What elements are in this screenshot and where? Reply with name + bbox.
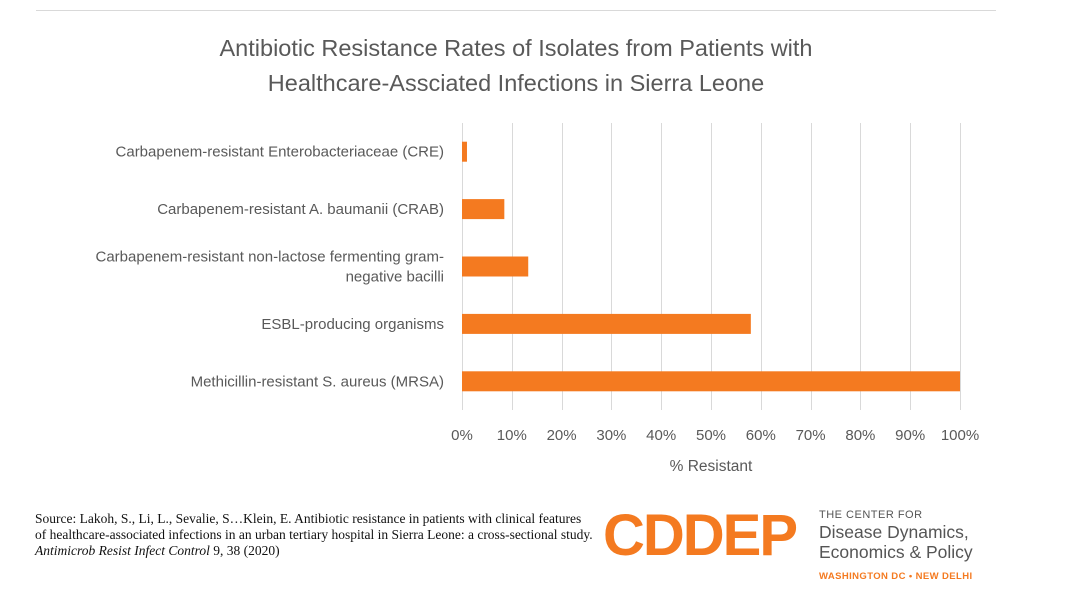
source-citation: Source: Lakoh, S., Li, L., Sevalie, S…Kl…	[35, 511, 595, 559]
category-label: ESBL-producing organisms	[261, 316, 444, 333]
category-label: Carbapenem-resistant Enterobacteriaceae …	[116, 144, 444, 161]
top-divider	[36, 10, 996, 11]
x-tick-label: 70%	[796, 427, 826, 444]
source-volume: 9, 38 (2020)	[209, 543, 280, 558]
bar	[462, 141, 467, 162]
x-tick-label: 60%	[746, 427, 776, 444]
cddep-wordmark: CDDEP	[603, 503, 798, 568]
x-tick-label: 20%	[547, 427, 577, 444]
x-tick-label: 40%	[646, 427, 676, 444]
x-axis-title: % Resistant	[670, 458, 753, 475]
x-tick-label: 80%	[845, 427, 875, 444]
source-journal: Antimicrob Resist Infect Control	[35, 543, 210, 558]
logo-tagline-line-1: Disease Dynamics,	[819, 522, 969, 542]
bar	[462, 256, 529, 277]
x-tick-label: 50%	[696, 427, 726, 444]
cddep-logo: CDDEP THE CENTER FOR Disease Dynamics, E…	[603, 505, 1023, 595]
bar	[462, 199, 505, 220]
x-tick-label: 100%	[941, 427, 979, 444]
logo-tagline-small: THE CENTER FOR	[819, 509, 923, 521]
chart-title: Antibiotic Resistance Rates of Isolates …	[0, 31, 1032, 101]
category-label: Carbapenem-resistant A. baumanii (CRAB)	[157, 201, 444, 218]
logo-tagline-line-2: Economics & Policy	[819, 542, 973, 562]
category-label: negative bacilli	[346, 269, 444, 286]
x-tick-label: 30%	[596, 427, 626, 444]
category-label: Carbapenem-resistant non-lactose ferment…	[96, 249, 445, 266]
source-text: Source: Lakoh, S., Li, L., Sevalie, S…Kl…	[35, 511, 593, 542]
category-label: Methicillin-resistant S. aureus (MRSA)	[191, 373, 444, 390]
chart-title-line-2: Healthcare-Assciated Infections in Sierr…	[267, 70, 765, 96]
bar	[462, 313, 751, 334]
x-tick-label: 0%	[451, 427, 473, 444]
logo-cities: WASHINGTON DC • NEW DELHI	[819, 571, 973, 582]
x-tick-label: 90%	[895, 427, 925, 444]
bar	[462, 371, 960, 392]
x-tick-label: 10%	[497, 427, 527, 444]
chart-title-line-1: Antibiotic Resistance Rates of Isolates …	[219, 35, 813, 61]
